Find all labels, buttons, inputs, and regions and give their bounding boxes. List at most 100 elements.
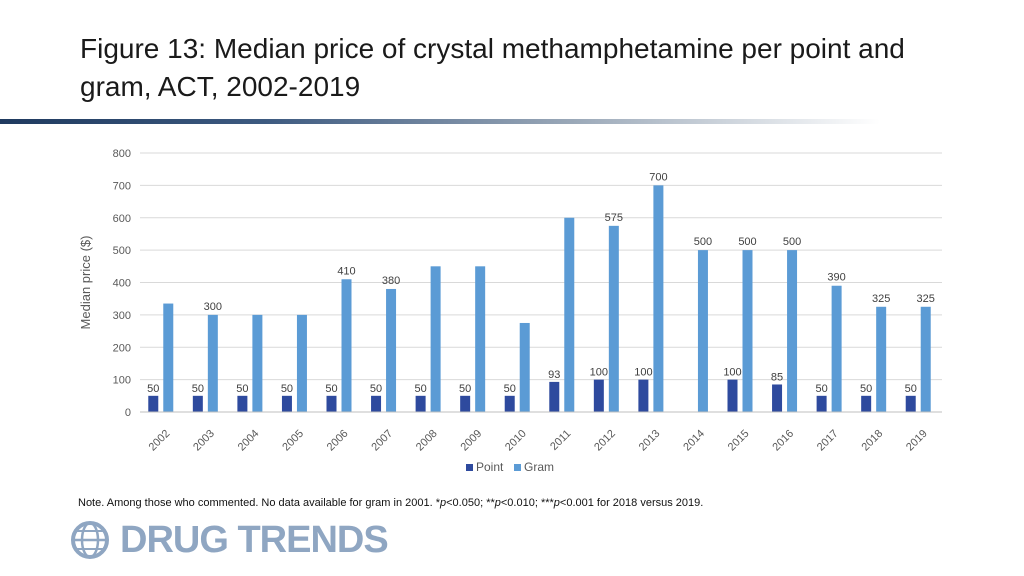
- y-tick-label: 400: [113, 278, 131, 290]
- bar-gram: [742, 250, 753, 412]
- bar-point: [237, 395, 248, 412]
- bar-gram: [831, 285, 842, 412]
- logo-text: DRUG TRENDS: [120, 519, 389, 561]
- y-tick-label: 0: [125, 407, 131, 419]
- bar-gram: [296, 314, 307, 412]
- note-p-2: p: [494, 497, 501, 509]
- data-label-point: 50: [860, 383, 872, 395]
- data-label-point: 100: [590, 367, 608, 379]
- bar-point: [148, 395, 159, 412]
- bar-gram: [475, 266, 486, 412]
- bar-point: [415, 395, 426, 412]
- bar-gram: [697, 250, 708, 412]
- bar-gram: [519, 322, 530, 412]
- data-label-point: 50: [236, 383, 248, 395]
- note-mid-1: <0.050; **: [446, 497, 495, 509]
- bar-point: [281, 395, 292, 412]
- bar-gram: [386, 288, 397, 412]
- drug-trends-logo: DRUG TRENDS: [68, 519, 389, 561]
- bar-point: [638, 379, 649, 412]
- data-label-gram: 500: [783, 236, 801, 248]
- y-tick-label: 800: [113, 148, 131, 160]
- x-tick-label: 2013: [637, 428, 663, 454]
- data-label-gram: 500: [738, 236, 756, 248]
- data-label-point: 50: [905, 383, 917, 395]
- x-tick-label: 2017: [815, 428, 841, 454]
- data-label-gram: 300: [204, 301, 222, 313]
- x-tick-label: 2010: [503, 428, 529, 454]
- data-label-gram: 325: [917, 293, 935, 305]
- legend-label-point: Point: [476, 460, 504, 474]
- x-tick-label: 2012: [592, 428, 618, 454]
- data-label-point: 50: [815, 383, 827, 395]
- bar-point: [549, 381, 560, 412]
- data-label-point: 100: [723, 367, 741, 379]
- chart-note: Note. Among those who commented. No data…: [78, 497, 703, 509]
- x-tick-label: 2015: [726, 428, 752, 454]
- x-tick-label: 2019: [904, 428, 930, 454]
- legend-swatch-gram: [514, 464, 521, 471]
- data-label-gram: 325: [872, 293, 890, 305]
- bar-point: [772, 384, 783, 412]
- x-tick-label: 2007: [369, 428, 395, 454]
- note-p-3: p: [553, 497, 560, 509]
- legend-label-gram: Gram: [524, 460, 554, 474]
- note-mid-2: <0.010; ***: [500, 497, 554, 509]
- bar-gram: [207, 314, 218, 412]
- bar-gram: [564, 217, 575, 412]
- bar-point: [504, 395, 515, 412]
- data-label-point: 50: [325, 383, 337, 395]
- bar-point: [326, 395, 337, 412]
- bar-point: [371, 395, 382, 412]
- y-tick-label: 500: [113, 245, 131, 257]
- bar-gram: [653, 185, 664, 412]
- note-p-1: p: [440, 497, 447, 509]
- data-label-point: 85: [771, 371, 783, 383]
- data-label-point: 50: [192, 383, 204, 395]
- bar-point: [816, 395, 827, 412]
- bar-point: [460, 395, 471, 412]
- data-label-gram: 500: [694, 236, 712, 248]
- data-label-point: 50: [504, 383, 516, 395]
- y-tick-label: 700: [113, 180, 131, 192]
- bar-point: [905, 395, 916, 412]
- data-label-gram: 575: [605, 212, 623, 224]
- data-label-point: 50: [147, 383, 159, 395]
- data-label-gram: 410: [337, 265, 355, 277]
- x-tick-label: 2003: [191, 428, 217, 454]
- data-label-point: 50: [414, 383, 426, 395]
- title-underline: [0, 119, 880, 124]
- bar-gram: [341, 279, 352, 412]
- bar-gram: [787, 250, 798, 412]
- slide-title: Figure 13: Median price of crystal metha…: [80, 33, 905, 102]
- x-tick-label: 2008: [414, 428, 440, 454]
- legend-swatch-point: [466, 464, 473, 471]
- bar-gram: [163, 303, 174, 412]
- y-tick-label: 200: [113, 342, 131, 354]
- y-tick-label: 600: [113, 213, 131, 225]
- bar-gram: [876, 306, 887, 412]
- data-label-gram: 700: [649, 171, 667, 183]
- data-label-gram: 380: [382, 275, 400, 287]
- bar-gram: [608, 225, 619, 412]
- note-prefix: Note. Among those who commented. No data…: [78, 497, 440, 509]
- bar-gram: [252, 314, 263, 412]
- data-label-point: 50: [281, 383, 293, 395]
- x-tick-label: 2011: [548, 428, 573, 453]
- note-suffix: <0.001 for 2018 versus 2019.: [559, 497, 704, 509]
- bar-gram: [920, 306, 931, 412]
- data-label-point: 50: [370, 383, 382, 395]
- x-tick-label: 2016: [770, 428, 796, 454]
- x-tick-label: 2018: [859, 428, 885, 454]
- y-axis-label: Median price ($): [78, 236, 93, 330]
- bar-point: [727, 379, 738, 412]
- data-label-gram: 390: [827, 272, 845, 284]
- x-tick-label: 2002: [147, 428, 173, 454]
- x-tick-label: 2014: [681, 428, 707, 454]
- x-tick-label: 2009: [458, 428, 484, 454]
- data-label-point: 93: [548, 369, 560, 381]
- bar-gram: [430, 266, 441, 412]
- x-tick-label: 2006: [325, 428, 351, 454]
- bar-point: [861, 395, 872, 412]
- bar-point: [593, 379, 604, 412]
